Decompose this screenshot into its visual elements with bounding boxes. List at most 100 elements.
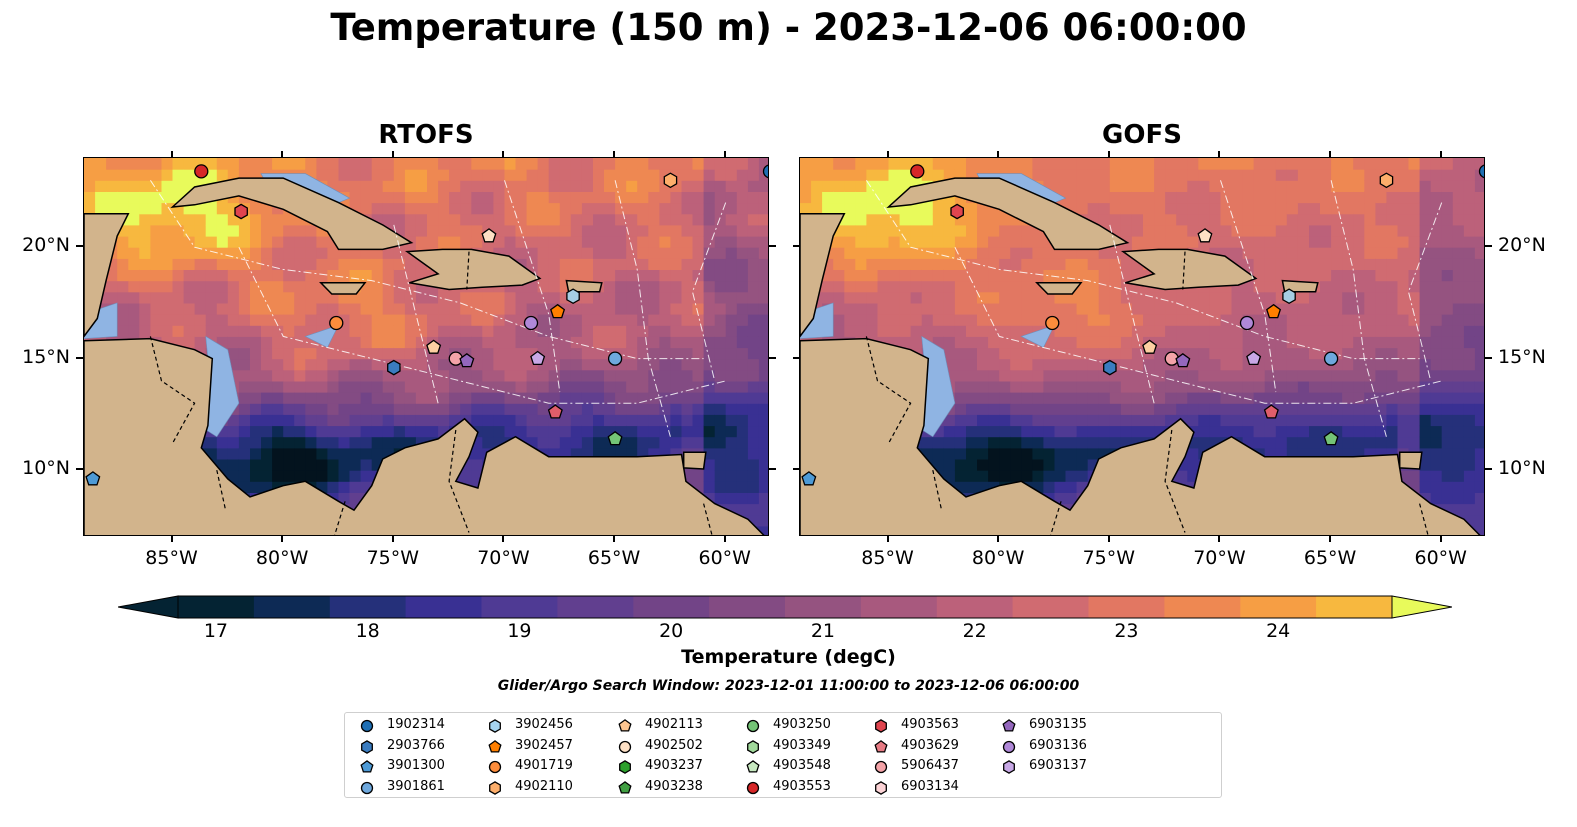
colorbar-segment — [253, 596, 331, 618]
eez-lines — [149, 180, 727, 437]
colorbar-segment — [557, 596, 634, 618]
float-marker-4901719 — [1045, 315, 1060, 331]
colorbar-segment — [1164, 596, 1241, 618]
map-panel-rtofs[interactable] — [83, 157, 769, 536]
lat-tick-mark — [1485, 245, 1492, 248]
legend-marker-pentagon — [746, 760, 760, 773]
legend-marker-hexagon — [619, 760, 631, 774]
legend-label: 4903250 — [773, 717, 831, 732]
legend-marker-hexagon — [747, 739, 759, 754]
float-marker-4902110 — [1379, 172, 1394, 189]
borders — [865, 251, 1429, 535]
legend-marker-circle — [874, 760, 888, 774]
lat-tick-mark — [76, 468, 83, 471]
float-marker-3902457 — [1266, 303, 1282, 319]
float-legend: 1902314 2903766 3901300 3901861 3902456 39024… — [344, 712, 1222, 798]
legend-label: 1902314 — [387, 717, 445, 732]
lon-tick-mark — [391, 151, 394, 157]
colorbar-tick-label: 23 — [1114, 620, 1139, 642]
land — [800, 177, 1481, 535]
lon-tick-gofs: 60°W — [1414, 547, 1467, 569]
float-marker-3902456 — [566, 288, 580, 305]
float-marker-6903136 — [523, 315, 539, 331]
float-marker-4903553 — [194, 164, 209, 179]
colorbar-tick-label: 18 — [355, 620, 380, 642]
legend-label: 6903134 — [901, 778, 959, 794]
lat-tick-mark — [769, 468, 776, 471]
float-marker-6903137 — [530, 350, 546, 366]
lon-tick-rtofs: 80°W — [255, 547, 309, 569]
lat-tick-mark — [793, 245, 800, 248]
legend-marker-pentagon — [488, 739, 502, 753]
float-markers — [801, 164, 1484, 486]
lon-tick-rtofs: 65°W — [587, 547, 641, 569]
float-markers — [85, 164, 768, 486]
legend-label: 4902502 — [645, 737, 703, 753]
float-marker-6903134 — [1197, 228, 1213, 243]
float-marker-4902113 — [426, 339, 442, 354]
float-marker-3902456 — [1282, 288, 1296, 305]
lat-tick-mark — [769, 245, 776, 248]
legend-label: 6903137 — [1029, 758, 1087, 773]
lon-tick-mark — [502, 536, 505, 542]
lon-tick-mark — [1329, 536, 1332, 542]
lon-tick-mark — [886, 151, 889, 157]
lat-tick-mark — [1485, 468, 1492, 471]
main-title: Temperature (150 m) - 2023-12-06 06:00:0… — [330, 6, 1247, 49]
colorbar-tick-label: 19 — [507, 620, 532, 642]
search-window-caption: Glider/Argo Search Window: 2023-12-01 11… — [497, 678, 1080, 694]
colorbar-segment — [860, 596, 938, 618]
lon-tick-rtofs: 60°W — [698, 547, 751, 569]
lon-tick-gofs: 85°W — [861, 547, 914, 569]
colorbar-segment — [709, 596, 786, 618]
float-marker-3901300 — [85, 471, 101, 486]
lon-tick-mark — [613, 536, 616, 542]
legend-label: 4903548 — [773, 758, 831, 773]
legend-marker-pentagon — [1002, 719, 1016, 732]
legend-label: 4901719 — [515, 758, 573, 773]
lat-tick-right: 10°N — [1498, 457, 1546, 480]
lon-tick-mark — [997, 536, 1000, 542]
legend-label: 4903563 — [901, 717, 959, 732]
colorbar-tick-label: 17 — [203, 620, 229, 642]
colorbar-tick-label: 22 — [962, 620, 987, 642]
colorbar-segment — [936, 596, 1014, 618]
float-marker-4903250 — [607, 430, 623, 446]
legend-label: 6903135 — [1029, 717, 1087, 732]
lat-tick-left: 15°N — [22, 345, 70, 368]
legend-marker-hexagon — [875, 780, 887, 795]
float-marker-3901300 — [801, 471, 817, 486]
lon-tick-mark — [281, 536, 284, 542]
float-marker-4903629 — [547, 404, 563, 419]
lat-tick-left: 10°N — [22, 457, 70, 480]
legend-marker-circle — [746, 781, 760, 794]
colorbar-tick-label: 21 — [810, 620, 836, 642]
lon-tick-rtofs: 85°W — [145, 547, 198, 569]
lat-tick-right: 20°N — [1498, 234, 1546, 257]
legend-label: 4903237 — [645, 758, 703, 773]
lon-tick-gofs: 70°W — [1193, 547, 1246, 569]
float-marker-6903135 — [1175, 352, 1191, 368]
legend-label: 4902110 — [515, 778, 573, 794]
lon-tick-mark — [1107, 151, 1110, 157]
colorbar-segment — [785, 596, 862, 618]
float-marker-6903137 — [1246, 350, 1262, 366]
lon-tick-mark — [1218, 151, 1221, 157]
legend-marker-hexagon — [361, 739, 373, 754]
colorbar-extend-low — [117, 595, 179, 619]
float-marker-4903563 — [234, 203, 248, 220]
float-marker-6903135 — [459, 352, 475, 368]
colorbar-segment — [1316, 596, 1393, 618]
panel-title-rtofs: RTOFS — [378, 120, 474, 150]
colorbar-segment — [1012, 596, 1089, 618]
lon-tick-mark — [613, 151, 616, 157]
map-panel-gofs[interactable] — [799, 157, 1485, 536]
float-marker-3902457 — [550, 303, 566, 319]
legend-marker-circle — [1002, 740, 1016, 753]
legend-marker-hexagon — [489, 780, 501, 795]
legend-marker-circle — [360, 781, 374, 794]
colorbar — [117, 595, 1453, 619]
lat-tick-mark — [1485, 356, 1492, 359]
map-canvas-gofs — [800, 158, 1484, 535]
lat-tick-left: 20°N — [22, 234, 70, 257]
